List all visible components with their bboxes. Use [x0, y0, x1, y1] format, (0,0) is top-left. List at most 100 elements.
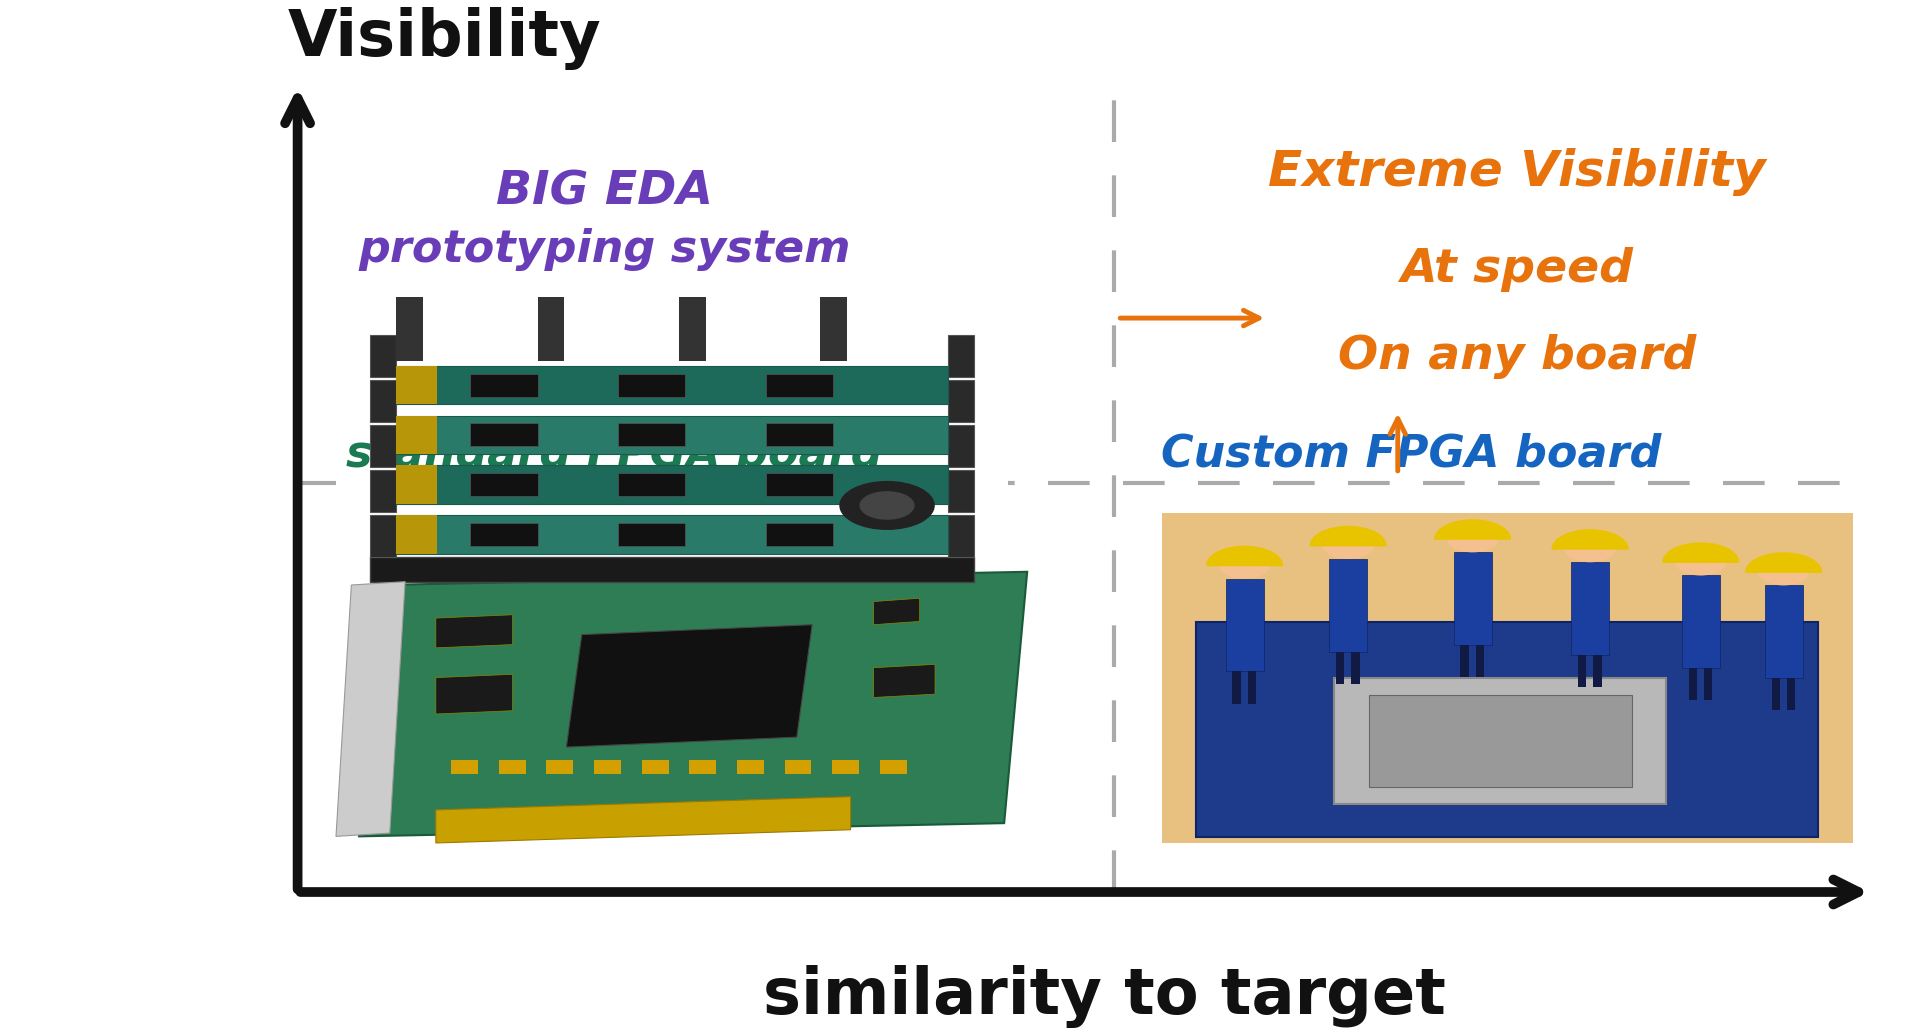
Bar	[766, 523, 833, 545]
Bar	[396, 416, 436, 454]
Bar	[396, 365, 948, 405]
Text: standard FPGA board: standard FPGA board	[346, 433, 883, 476]
Bar	[336, 274, 1008, 595]
Bar	[369, 380, 396, 422]
Bar	[618, 374, 685, 396]
Bar	[396, 466, 436, 504]
Bar	[396, 515, 436, 554]
Bar	[470, 473, 538, 496]
Bar	[547, 761, 574, 773]
Text: Visibility: Visibility	[288, 7, 601, 70]
Text: At speed: At speed	[1400, 247, 1634, 292]
Bar	[1571, 562, 1609, 655]
Bar	[1196, 622, 1818, 836]
Bar	[1476, 645, 1484, 677]
Circle shape	[1219, 553, 1269, 579]
Bar	[369, 470, 396, 512]
Bar	[737, 761, 764, 773]
Bar	[369, 425, 396, 467]
Bar	[396, 416, 948, 454]
Bar	[1352, 652, 1359, 684]
Bar	[879, 761, 906, 773]
Bar	[1162, 512, 1853, 844]
Bar	[1703, 668, 1713, 701]
Bar	[947, 380, 973, 422]
Text: Extreme Visibility: Extreme Visibility	[1267, 148, 1766, 197]
Bar	[947, 425, 973, 467]
Bar	[947, 515, 973, 557]
Bar	[641, 761, 668, 773]
Text: Custom FPGA board: Custom FPGA board	[1162, 433, 1661, 476]
Bar	[1336, 652, 1344, 684]
Bar	[396, 297, 422, 361]
Bar	[689, 761, 716, 773]
Bar	[470, 423, 538, 446]
Bar	[369, 515, 396, 557]
Wedge shape	[1309, 527, 1386, 545]
Text: BIG EDA: BIG EDA	[495, 169, 714, 214]
Bar	[1682, 575, 1720, 668]
Bar	[369, 557, 973, 583]
Circle shape	[1676, 550, 1726, 574]
Circle shape	[860, 492, 914, 520]
Bar	[1578, 655, 1586, 687]
Bar	[1594, 655, 1601, 687]
Bar	[1225, 579, 1263, 672]
Bar	[1461, 645, 1469, 677]
Polygon shape	[436, 797, 851, 842]
Polygon shape	[874, 598, 920, 625]
Circle shape	[1323, 533, 1373, 558]
Bar	[499, 761, 526, 773]
Bar	[1334, 678, 1667, 804]
Bar	[618, 473, 685, 496]
Wedge shape	[1434, 520, 1511, 539]
Bar	[1788, 678, 1795, 710]
Polygon shape	[874, 664, 935, 698]
Circle shape	[841, 481, 933, 529]
Circle shape	[1448, 527, 1498, 552]
Bar	[1233, 672, 1240, 704]
Bar	[396, 365, 436, 405]
Bar	[678, 297, 705, 361]
Polygon shape	[336, 582, 405, 836]
Bar	[947, 470, 973, 512]
Bar	[1369, 694, 1632, 788]
Text: prototyping system: prototyping system	[359, 229, 851, 271]
Bar	[470, 374, 538, 396]
Bar	[538, 297, 564, 361]
Bar	[1772, 678, 1780, 710]
Bar	[618, 423, 685, 446]
Wedge shape	[1745, 553, 1822, 572]
Text: similarity to target: similarity to target	[762, 965, 1446, 1028]
Bar	[1764, 586, 1803, 678]
Bar	[396, 515, 948, 554]
Bar	[298, 532, 1066, 863]
Bar	[369, 335, 396, 377]
Bar	[1688, 668, 1697, 701]
Polygon shape	[436, 675, 513, 714]
Bar	[470, 523, 538, 545]
Wedge shape	[1206, 546, 1283, 565]
Bar	[396, 466, 948, 504]
Bar	[1248, 672, 1256, 704]
Bar	[831, 761, 858, 773]
Polygon shape	[436, 615, 513, 648]
Bar	[947, 335, 973, 377]
Bar	[618, 523, 685, 545]
Wedge shape	[1551, 530, 1628, 549]
Bar	[593, 761, 620, 773]
Bar	[1453, 553, 1492, 645]
Bar	[766, 473, 833, 496]
Polygon shape	[566, 625, 812, 747]
Text: On any board: On any board	[1338, 334, 1695, 380]
Bar	[785, 761, 812, 773]
Circle shape	[1759, 560, 1809, 585]
Circle shape	[1565, 536, 1615, 562]
Polygon shape	[359, 571, 1027, 836]
Bar	[1329, 559, 1367, 652]
Bar	[820, 297, 847, 361]
Bar	[766, 374, 833, 396]
Bar	[451, 761, 478, 773]
Wedge shape	[1663, 543, 1740, 562]
Bar	[766, 423, 833, 446]
